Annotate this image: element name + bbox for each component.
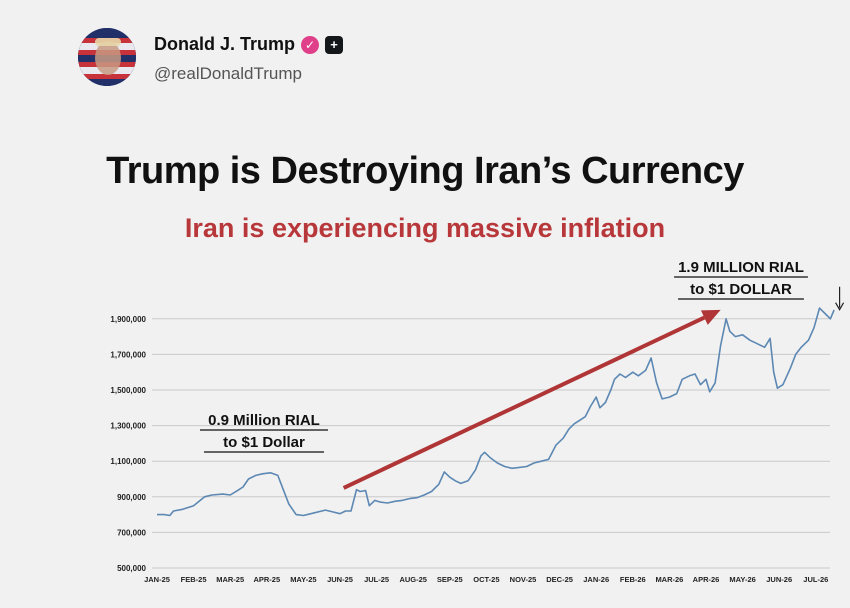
x-tick-label: JUN-25 (327, 575, 353, 584)
avatar[interactable] (78, 28, 136, 86)
x-tick-label: MAR-25 (216, 575, 244, 584)
chart-title: Trump is Destroying Iran’s Currency (106, 150, 744, 192)
user-handle[interactable]: @realDonaldTrump (154, 64, 302, 83)
y-tick-label: 900,000 (117, 493, 146, 502)
x-tick-label: JAN-26 (583, 575, 609, 584)
trend-arrow-shaft (342, 315, 706, 490)
post-header: Donald J. Trump ✓ + @realDonaldTrump (78, 26, 498, 90)
x-tick-label: AUG-25 (399, 575, 427, 584)
y-tick-label: 1,700,000 (110, 350, 146, 359)
x-tick-label: SEP-25 (437, 575, 463, 584)
trend-arrow-head (700, 309, 721, 325)
series-line (157, 307, 835, 517)
annotation-line2: to $1 Dollar (223, 434, 305, 451)
y-tick-label: 1,500,000 (110, 386, 146, 395)
x-tick-label: JAN-25 (144, 575, 170, 584)
x-tick-label: DEC-25 (546, 575, 573, 584)
x-tick-label: FEB-26 (620, 575, 646, 584)
annotation-line2: to $1 DOLLAR (690, 281, 792, 298)
pointer-arrow-head (835, 302, 845, 311)
name-row: Donald J. Trump ✓ + (154, 34, 344, 55)
verified-check-icon: ✓ (301, 35, 320, 54)
government-badge-icon: + (325, 35, 344, 54)
chart-subtitle: Iran is experiencing massive inflation (184, 213, 666, 243)
y-tick-label: 1,100,000 (110, 457, 146, 466)
x-tick-label: MAR-26 (655, 575, 683, 584)
x-tick-label: JUL-25 (364, 575, 389, 584)
x-tick-label: APR-26 (693, 575, 720, 584)
x-tick-label: OCT-25 (473, 575, 499, 584)
y-tick-label: 700,000 (117, 528, 146, 537)
x-tick-label: FEB-25 (181, 575, 207, 584)
x-tick-label: NOV-25 (510, 575, 537, 584)
x-tick-label: JUL-26 (803, 575, 828, 584)
annotation-line1: 1.9 MILLION RIAL (678, 259, 804, 276)
annotation-line1: 0.9 Million RIAL (208, 412, 320, 429)
x-tick-label: MAY-26 (729, 575, 755, 584)
x-tick-label: JUN-26 (766, 575, 792, 584)
x-tick-label: APR-25 (253, 575, 280, 584)
display-name[interactable]: Donald J. Trump (154, 34, 296, 54)
x-tick-label: MAY-25 (290, 575, 316, 584)
y-tick-label: 500,000 (117, 564, 146, 573)
y-tick-label: 1,300,000 (110, 422, 146, 431)
y-tick-label: 1,900,000 (110, 315, 146, 324)
